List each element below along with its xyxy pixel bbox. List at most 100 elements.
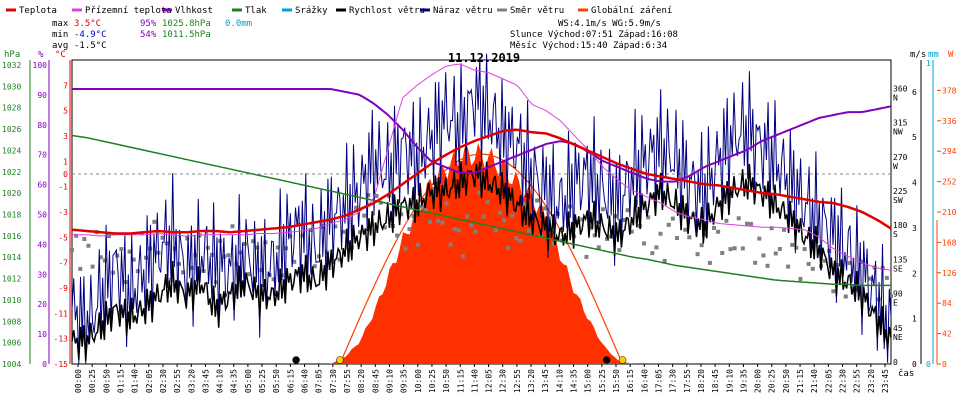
- time-tick: 07:05: [315, 369, 324, 393]
- time-tick: 05:50: [272, 369, 281, 393]
- wind-dir-point: [674, 236, 679, 241]
- series-radiation: [72, 142, 891, 364]
- time-tick: 15:50: [612, 369, 621, 393]
- time-tick: 22:05: [824, 369, 833, 393]
- wind-dir-point: [786, 264, 791, 269]
- pressure-tick: 1014: [2, 253, 21, 262]
- humidity-tick: 0: [42, 360, 47, 369]
- time-tick: 15:25: [598, 369, 607, 393]
- radiation-tick: 378: [942, 86, 957, 95]
- wind-dir-label: N: [893, 93, 898, 102]
- legend-label: Vlhkost: [175, 6, 213, 16]
- wind-dir-point: [316, 254, 321, 259]
- time-tick: 12:55: [513, 369, 522, 393]
- wind-dir-point: [526, 228, 531, 233]
- wind-dir-label: E: [893, 299, 898, 308]
- wind-dir-point: [518, 238, 523, 243]
- wind-dir-point: [806, 261, 811, 266]
- wind-dir-point: [460, 254, 465, 259]
- stats-max-label: max: [52, 19, 69, 29]
- wind-dir-point: [477, 190, 482, 195]
- pressure-tick: 1024: [2, 146, 21, 155]
- time-tick: 14:10: [555, 369, 564, 393]
- wind-dir-point: [403, 246, 408, 251]
- moon-info: Měsíc Východ:15:40 Západ:6:34: [510, 41, 667, 51]
- wind-dir-point: [584, 254, 589, 259]
- time-tick: 17:05: [654, 369, 663, 393]
- wind-dir-point: [78, 266, 83, 271]
- wind-dir-tick: 135: [893, 255, 908, 264]
- wind-dir-point: [440, 220, 445, 225]
- wind-dir-point: [687, 235, 692, 240]
- legend-label: Směr větru: [510, 6, 564, 16]
- wind-dir-point: [506, 245, 511, 250]
- wind-dir-point: [699, 243, 704, 248]
- wind-dir-label: SW: [893, 196, 903, 205]
- humidity-tick: 10: [37, 330, 47, 339]
- wind-speed-tick: 4: [912, 179, 917, 188]
- time-tick: 20:25: [768, 369, 777, 393]
- wind-dir-point: [753, 260, 758, 265]
- series-pressure: [71, 134, 891, 287]
- wind-dir-point: [592, 233, 597, 238]
- wind-dir-point: [473, 229, 478, 234]
- pressure-tick: 1020: [2, 189, 21, 198]
- wind-dir-point: [135, 269, 140, 274]
- time-tick: 11:15: [456, 369, 465, 393]
- time-tick: 00:50: [102, 369, 111, 393]
- wind-dir-point: [683, 227, 688, 232]
- wind-dir-point: [423, 208, 428, 213]
- wind-dir-point: [107, 234, 112, 239]
- wind-dir-point: [720, 250, 725, 255]
- wind-dir-point: [559, 238, 564, 243]
- wind-dir-point: [251, 239, 256, 244]
- legend-label: Globální záření: [591, 6, 672, 16]
- moonset-marker: [292, 356, 300, 364]
- temperature-tick: 3: [63, 132, 68, 141]
- wind-dir-point: [498, 210, 503, 215]
- wind-dir-point: [728, 247, 733, 252]
- wind-dir-point: [160, 235, 165, 240]
- wind-info: WS:4.1m/s WG:5.9m/s: [558, 19, 661, 29]
- wind-dir-label: NE: [893, 333, 903, 342]
- wind-dir-point: [341, 229, 346, 234]
- wind-dir-point: [98, 255, 103, 260]
- wind-dir-point: [102, 258, 107, 263]
- wind-dir-point: [300, 233, 305, 238]
- wind-dir-point: [333, 224, 338, 229]
- pressure-tick: 1026: [2, 125, 21, 134]
- wind-dir-point: [827, 248, 832, 253]
- wind-dir-point: [695, 252, 700, 257]
- wind-dir-point: [629, 229, 634, 234]
- wind-dir-tick: 0: [893, 358, 898, 367]
- wind-dir-point: [654, 245, 659, 250]
- pressure-tick: 1012: [2, 275, 21, 284]
- time-tick: 01:40: [131, 369, 140, 393]
- wind-dir-point: [740, 246, 745, 251]
- wind-dir-point: [547, 216, 552, 221]
- wind-dir-point: [399, 212, 404, 217]
- temperature-tick: 7: [63, 81, 68, 90]
- time-tick: 02:05: [145, 369, 154, 393]
- time-tick: 18:45: [711, 369, 720, 393]
- wind-dir-point: [415, 242, 420, 247]
- legend-label: Rychlost větru: [349, 6, 425, 16]
- stats-block: max 3.5°C 95% 1025.8hPa 0.0mm min -4.9°C…: [52, 19, 252, 51]
- wind-dir-point: [448, 242, 453, 247]
- stats-max-temp: 3.5°C: [74, 19, 101, 29]
- time-tick: 07:30: [329, 369, 338, 393]
- wind-dir-point: [209, 252, 214, 257]
- time-tick: 08:20: [357, 369, 366, 393]
- wind-dir-point: [436, 218, 441, 223]
- wind-dir-point: [666, 222, 671, 227]
- legend-label: Srážky: [295, 6, 328, 16]
- temperature-tick: 1: [63, 157, 68, 166]
- radiation-tick: 126: [942, 269, 957, 278]
- pressure-tick: 1008: [2, 317, 21, 326]
- humidity-tick: 60: [37, 181, 47, 190]
- wind-dir-point: [329, 219, 334, 224]
- wind-dir-point: [337, 257, 342, 262]
- temperature-tick: -11: [54, 309, 69, 318]
- wind-dir-point: [419, 204, 424, 209]
